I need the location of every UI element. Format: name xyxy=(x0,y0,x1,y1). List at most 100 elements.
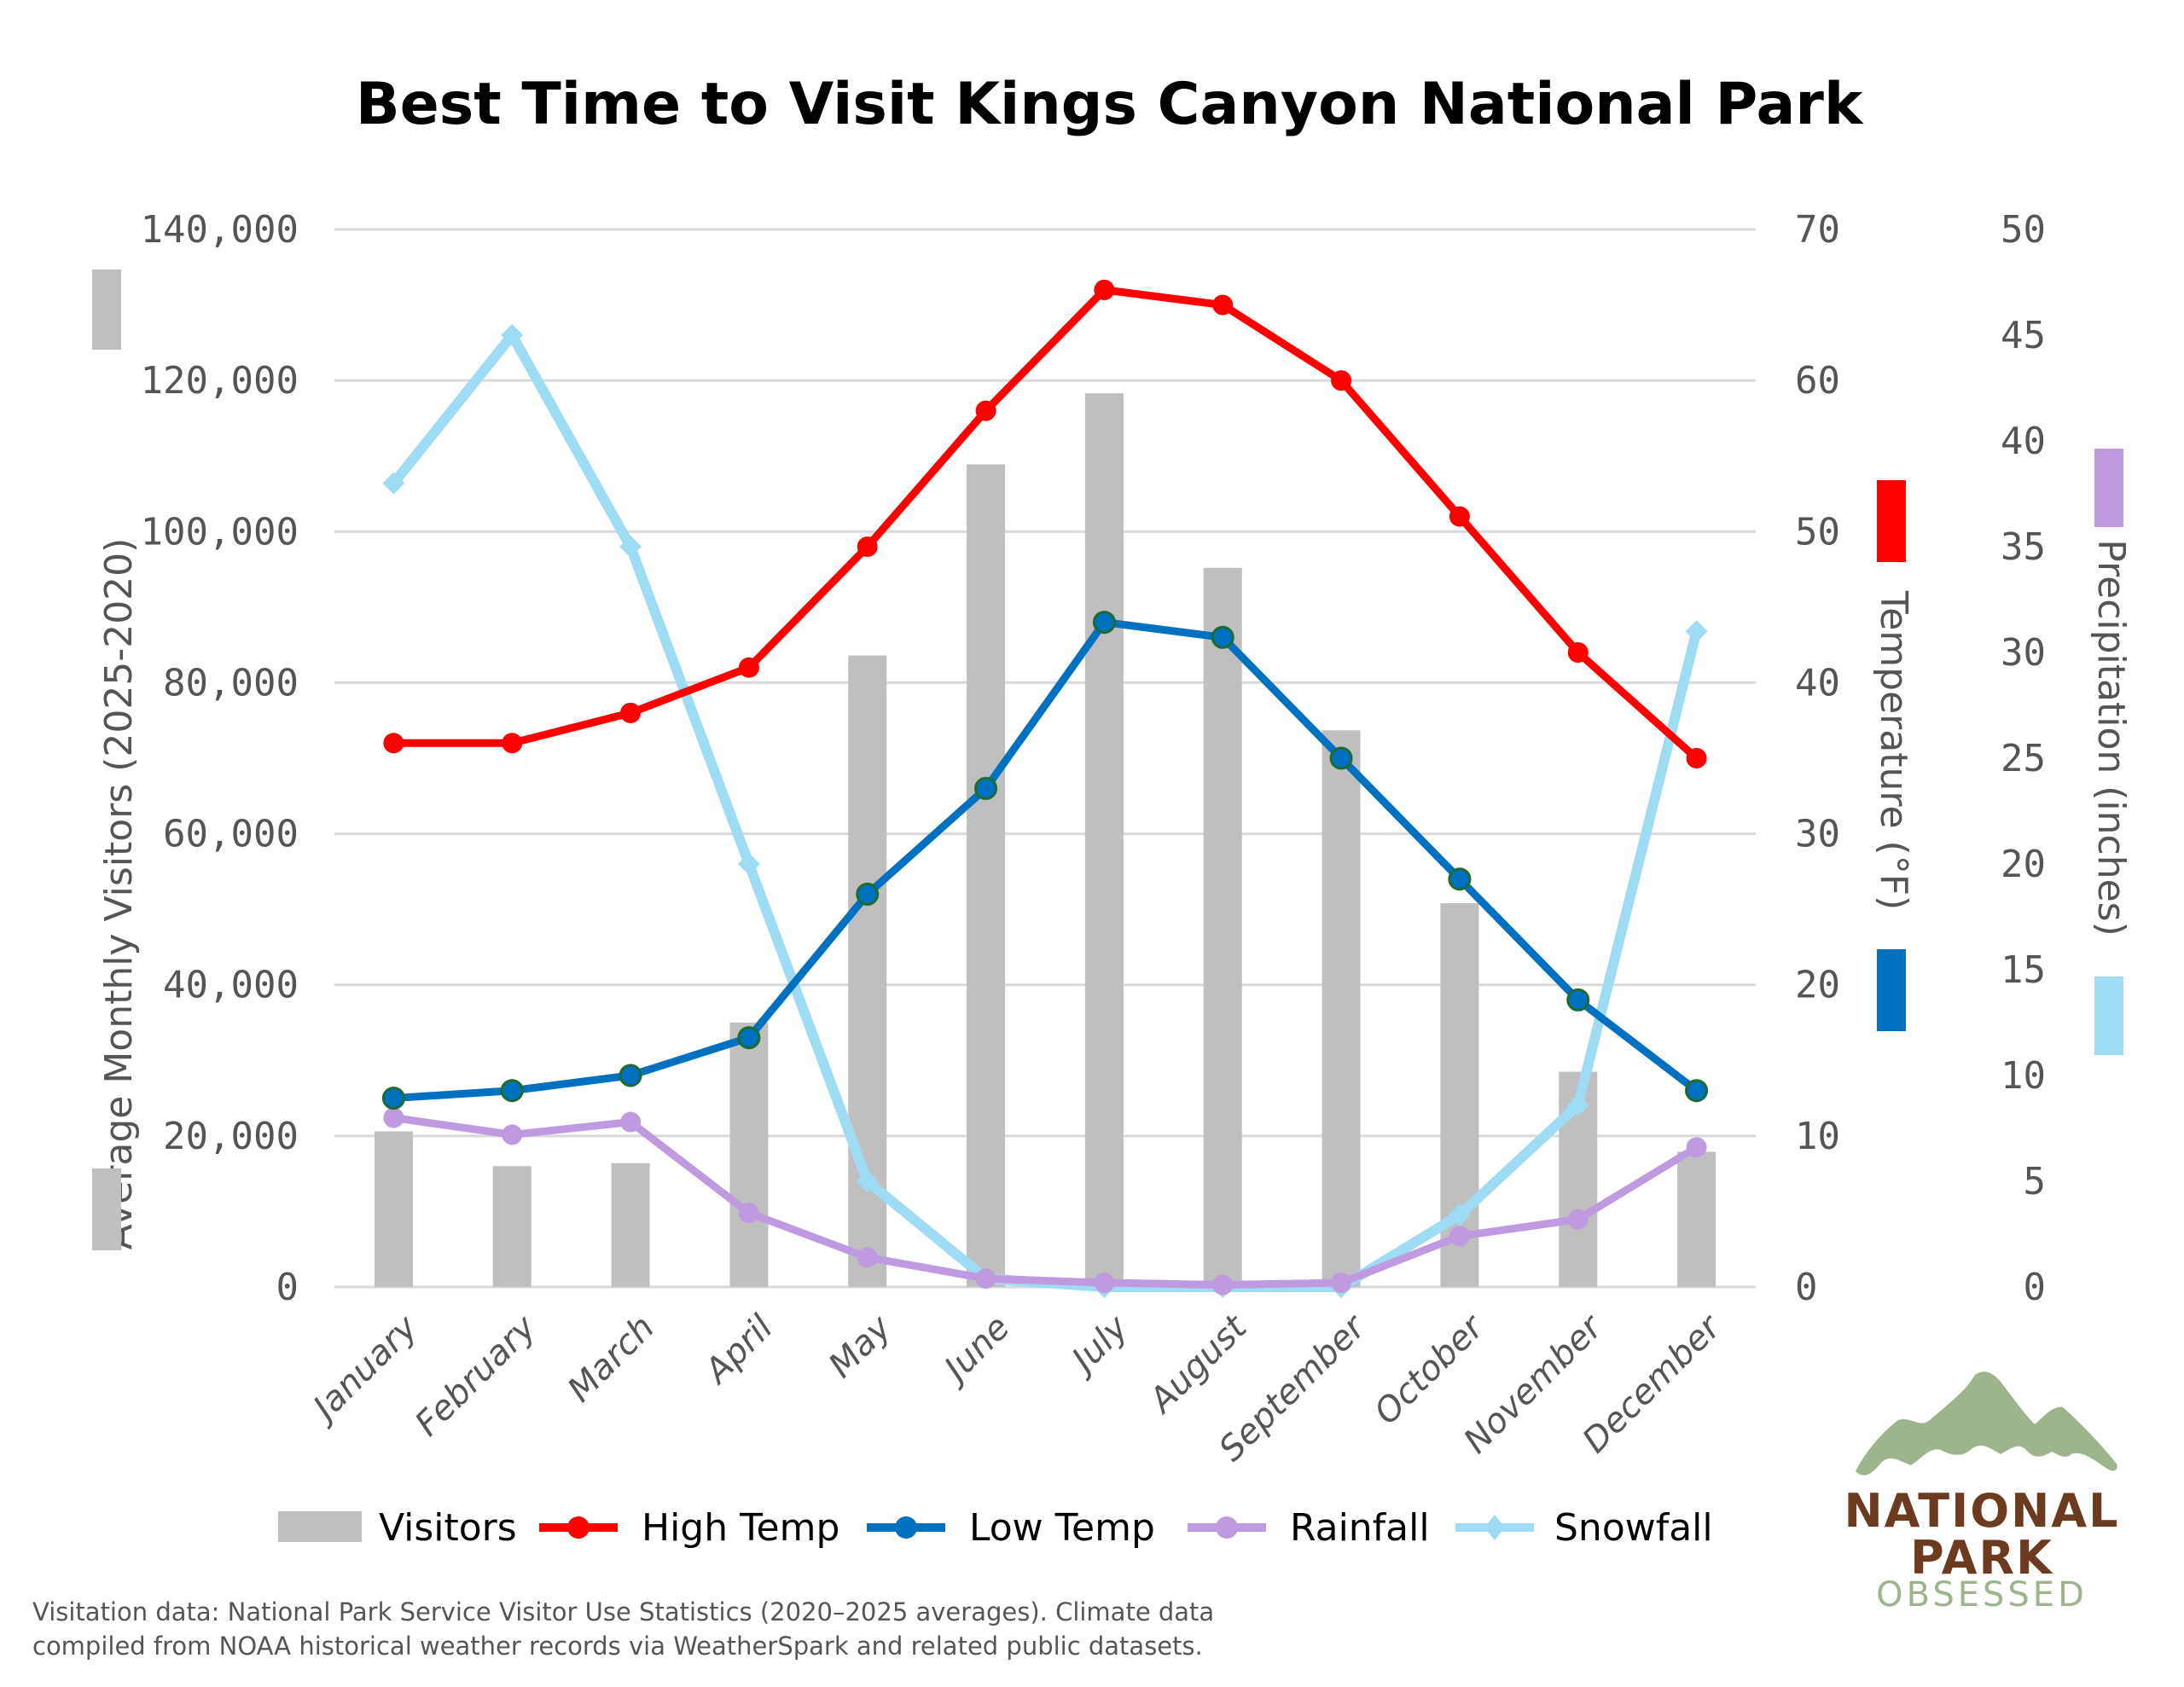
rainfall-point xyxy=(620,1111,642,1133)
x-axis-label: January xyxy=(302,1307,427,1432)
left-tick-label: 0 xyxy=(276,1266,299,1309)
low-temp-point xyxy=(1566,988,1590,1012)
precipitation-tick-label: 25 xyxy=(2001,737,2046,780)
rainfall-point xyxy=(1686,1137,1707,1158)
national-park-obsessed-logo: NATIONAL PARK OBSESSED xyxy=(1844,1371,2119,1615)
high-temp-point xyxy=(502,733,523,754)
source-note-line-1: Visitation data: National Park Service V… xyxy=(32,1597,1215,1626)
precipitation-axis-ticks: 0 5 10 15 20 25 30 35 40 45 50 xyxy=(2001,208,2046,1309)
x-axis-label: June xyxy=(933,1308,1018,1393)
high-temp-point xyxy=(975,400,996,421)
left-axis-title-group: Average Monthly Visitors (2025-2020) xyxy=(92,270,141,1250)
legend-item-low-temp[interactable]: Low Temp xyxy=(867,1506,1155,1550)
precipitation-tick-label: 15 xyxy=(2001,948,2046,992)
rainfall-point xyxy=(1331,1272,1352,1294)
x-axis-label: August xyxy=(1141,1307,1256,1423)
rainfall-point xyxy=(383,1107,404,1128)
visitors-bars xyxy=(374,393,1716,1288)
snowfall-axis-swatch xyxy=(2094,977,2123,1055)
high-temp-point xyxy=(383,733,404,754)
temperature-tick-label: 60 xyxy=(1795,359,1840,403)
temperature-tick-label: 0 xyxy=(1795,1266,1818,1309)
temperature-tick-label: 50 xyxy=(1795,510,1840,554)
high-temp-axis-swatch xyxy=(1877,480,1906,562)
low-temp-line xyxy=(393,618,1699,1103)
low-temp-point xyxy=(974,776,998,800)
x-axis-label: July xyxy=(1060,1307,1136,1383)
x-axis-label: October xyxy=(1367,1307,1493,1433)
logo-line-2: PARK xyxy=(1910,1531,2053,1585)
rainfall-point xyxy=(1567,1209,1589,1230)
visitors-swatch-icon xyxy=(278,1511,362,1542)
legend-label-high-temp: High Temp xyxy=(642,1506,839,1550)
rainfall-point xyxy=(1212,1274,1234,1296)
visitors-bar xyxy=(1084,393,1124,1288)
snowfall-point xyxy=(856,1170,879,1192)
high-temp-point xyxy=(1094,279,1115,300)
x-axis-label: April xyxy=(696,1308,781,1393)
precipitation-axis-title: Precipitation (inches) xyxy=(2089,539,2133,936)
low-temp-point xyxy=(856,882,880,906)
left-tick-label: 80,000 xyxy=(163,661,299,704)
legend-item-rainfall[interactable]: Rainfall xyxy=(1188,1506,1430,1550)
snowfall-point xyxy=(501,324,524,346)
snowfall-point xyxy=(1566,1093,1589,1116)
precipitation-tick-label: 5 xyxy=(2024,1160,2047,1203)
rainfall-point xyxy=(975,1268,996,1290)
precipitation-tick-label: 40 xyxy=(2001,420,2046,463)
low-temp-point xyxy=(1092,611,1116,635)
x-axis-label: May xyxy=(822,1307,900,1386)
rainfall-point xyxy=(738,1203,759,1224)
high-temp-point xyxy=(1449,506,1470,527)
precipitation-tick-label: 50 xyxy=(2001,208,2046,252)
precipitation-tick-label: 20 xyxy=(2001,843,2046,886)
left-tick-label: 100,000 xyxy=(141,510,299,554)
high-temp-point xyxy=(1212,294,1234,316)
rainfall-point xyxy=(502,1124,523,1145)
logo-line-1: NATIONAL xyxy=(1844,1484,2119,1538)
precipitation-tick-label: 30 xyxy=(2001,631,2046,675)
x-axis-label: March xyxy=(561,1308,662,1410)
left-tick-label: 40,000 xyxy=(163,964,299,1007)
chart-title: Best Time to Visit Kings Canyon National… xyxy=(356,71,1864,138)
visitors-bar xyxy=(1677,1151,1716,1287)
mountain-icon xyxy=(1856,1371,2117,1475)
visitors-bar xyxy=(1321,730,1361,1287)
temperature-axis-title: Temperature (°F) xyxy=(1872,590,1915,910)
rainfall-line xyxy=(392,1114,1699,1290)
snowfall-marker-icon xyxy=(1484,1515,1505,1540)
low-temp-point xyxy=(737,1026,761,1050)
low-temp-point xyxy=(1685,1079,1709,1103)
temperature-tick-label: 40 xyxy=(1795,661,1840,704)
low-temp-point xyxy=(1448,867,1472,891)
legend-item-high-temp[interactable]: High Temp xyxy=(539,1506,839,1550)
snowfall-point xyxy=(619,536,642,558)
snowfall-line xyxy=(389,330,1702,1292)
visitors-bar xyxy=(374,1131,413,1287)
precipitation-tick-label: 0 xyxy=(2024,1266,2047,1309)
low-temp-axis-swatch xyxy=(1877,949,1906,1031)
x-axis-label: February xyxy=(408,1307,544,1444)
left-tick-label: 120,000 xyxy=(141,359,299,403)
legend-item-visitors[interactable]: Visitors xyxy=(278,1506,517,1550)
rainfall-axis-swatch xyxy=(2094,449,2123,527)
rainfall-point xyxy=(1449,1226,1470,1247)
rainfall-marker-icon xyxy=(1216,1516,1238,1539)
legend-item-snowfall[interactable]: Snowfall xyxy=(1455,1506,1713,1550)
source-note: Visitation data: National Park Service V… xyxy=(32,1595,1312,1663)
precipitation-axis-title-group: Precipitation (inches) xyxy=(2089,449,2133,1055)
precipitation-tick-label: 45 xyxy=(2001,314,2046,357)
low-temp-point xyxy=(1329,746,1353,770)
legend-label-rainfall: Rainfall xyxy=(1290,1506,1430,1550)
legend: Visitors High Temp Low Temp Rainfall Sno… xyxy=(278,1506,1713,1550)
high-temp-marker-icon xyxy=(567,1516,590,1539)
legend-label-visitors: Visitors xyxy=(379,1506,517,1550)
low-temp-marker-icon xyxy=(895,1516,917,1539)
left-tick-label: 60,000 xyxy=(163,813,299,856)
snowfall-point xyxy=(382,472,405,495)
high-temp-point xyxy=(738,657,759,678)
snowfall-point xyxy=(1448,1203,1471,1226)
legend-label-snowfall: Snowfall xyxy=(1554,1506,1713,1550)
high-temp-line xyxy=(393,286,1699,762)
visitors-bar xyxy=(611,1162,650,1287)
